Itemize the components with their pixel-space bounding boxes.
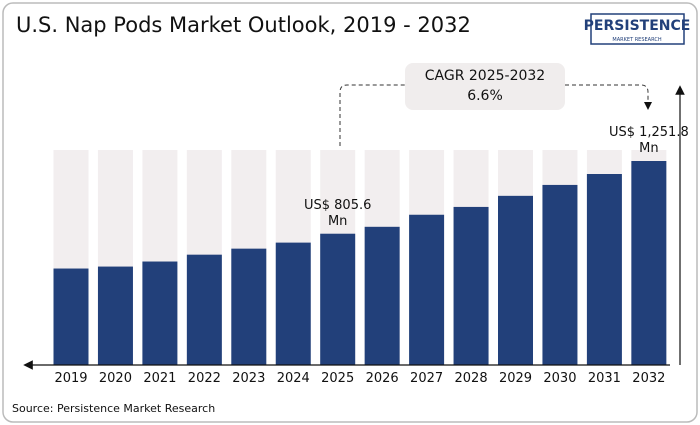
x-tick-label: 2020 [99,371,132,386]
bar [186,254,222,365]
cagr-connector [339,84,405,146]
x-tick-label: 2019 [54,371,87,386]
x-tick-label: 2021 [143,371,176,386]
x-tick-label: 2032 [632,371,665,386]
cagr-connector [565,84,652,110]
bar [364,226,400,365]
x-tick-label: 2028 [455,371,488,386]
cagr-box [405,63,565,110]
x-tick-label: 2027 [410,371,443,386]
x-tick-label: 2025 [321,371,354,386]
bar [53,268,89,365]
x-tick-label: 2026 [366,371,399,386]
logo-box [590,13,685,45]
x-tick-label: 2023 [232,371,265,386]
cagr-value: 6.6% [467,88,503,104]
logo-tagline: MARKET RESEARCH [612,37,661,43]
x-tick-label: 2024 [277,371,310,386]
x-tick-label: 2029 [499,371,532,386]
cagr-label: CAGR 2025-2032 [425,68,545,84]
bar [142,261,178,365]
bar [498,195,533,365]
value-label: US$ 1,251.8 Mn [608,125,689,156]
bar [409,214,445,365]
chart-title: U.S. Nap Pods Market Outlook, 2019 - 203… [16,13,471,37]
logo-name: PERSISTENCE [584,18,691,34]
value-label: US$ 805.6 Mn [303,197,372,229]
bar [586,174,622,365]
x-tick-label: 2031 [588,371,621,386]
bar [453,206,489,365]
x-tick-label: 2030 [543,371,576,386]
bar [275,242,311,365]
bar [631,161,667,365]
bar [542,184,578,365]
bar [320,233,356,365]
source: Source: Persistence Market Research [12,402,215,415]
bar [97,266,133,365]
x-tick-label: 2022 [188,371,221,386]
bar [231,248,267,365]
